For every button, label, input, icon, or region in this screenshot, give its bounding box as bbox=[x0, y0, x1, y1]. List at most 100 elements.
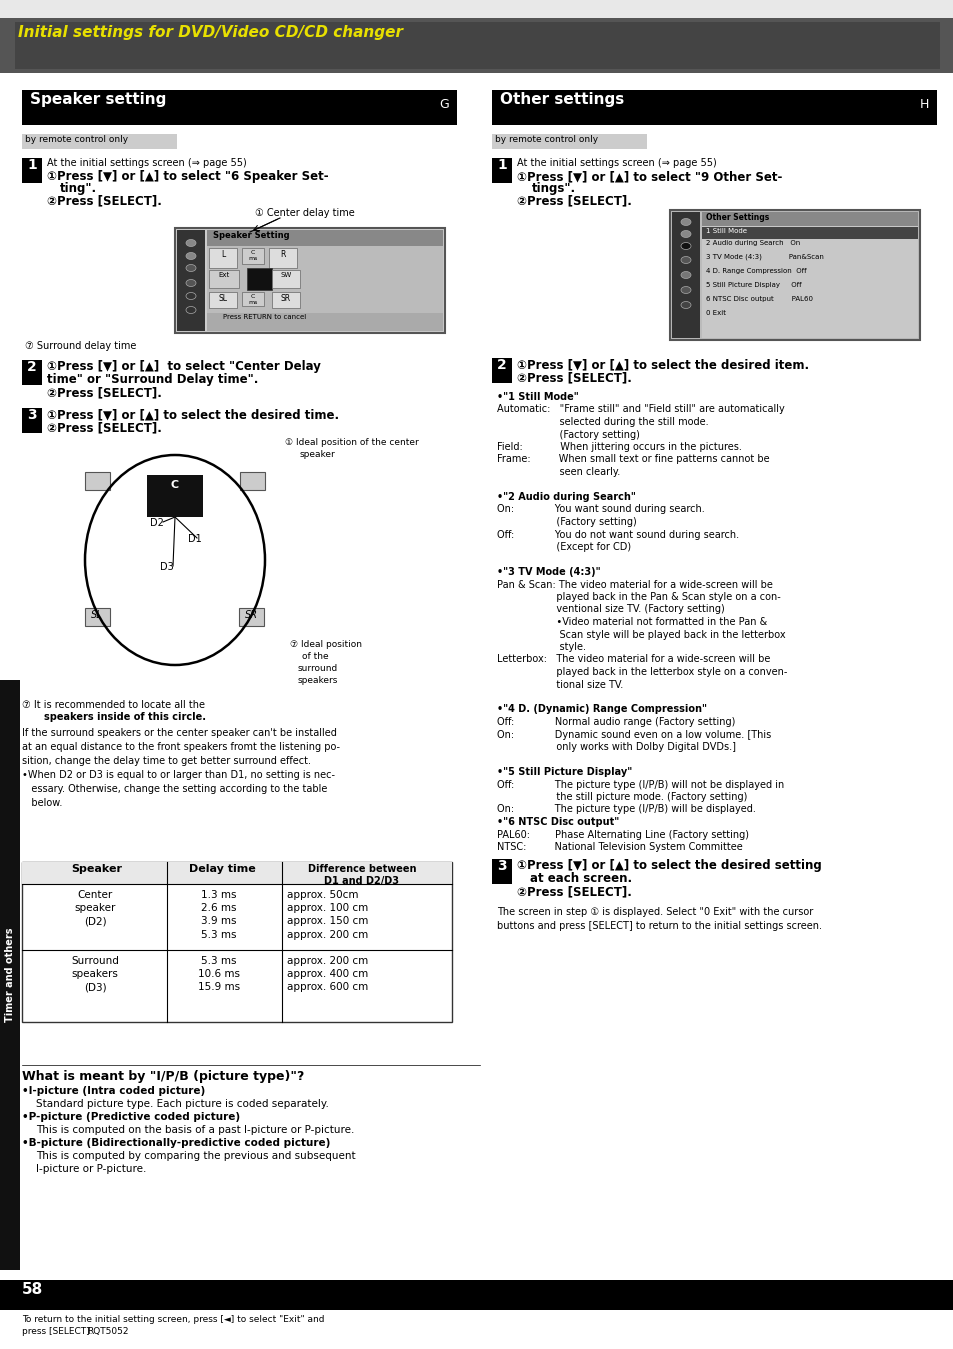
Text: ②Press [SELECT].: ②Press [SELECT]. bbox=[517, 885, 631, 898]
Text: 1.3 ms
2.6 ms
3.9 ms
5.3 ms: 1.3 ms 2.6 ms 3.9 ms 5.3 ms bbox=[201, 890, 236, 940]
Text: only works with Dolby Digital DVDs.]: only works with Dolby Digital DVDs.] bbox=[497, 742, 735, 751]
Text: ①Press [▼] or [▲]  to select "Center Delay: ①Press [▼] or [▲] to select "Center Dela… bbox=[47, 360, 320, 374]
Text: Other Settings: Other Settings bbox=[705, 213, 768, 223]
Text: played back in the Pan & Scan style on a con-: played back in the Pan & Scan style on a… bbox=[497, 592, 780, 602]
Bar bbox=[174, 228, 444, 333]
Bar bbox=[701, 212, 917, 339]
Text: Timer and others: Timer and others bbox=[5, 928, 15, 1023]
Bar bbox=[85, 608, 110, 626]
Text: RQT5052: RQT5052 bbox=[87, 1327, 129, 1336]
Bar bbox=[492, 134, 646, 148]
Text: H: H bbox=[919, 97, 928, 111]
Text: surround: surround bbox=[297, 664, 338, 673]
Bar bbox=[207, 313, 442, 331]
Text: ②Press [SELECT].: ②Press [SELECT]. bbox=[517, 371, 631, 384]
Text: speakers: speakers bbox=[297, 676, 338, 685]
Text: NTSC:         National Television System Committee: NTSC: National Television System Committ… bbox=[497, 842, 742, 853]
Text: Off:             You do not want sound during search.: Off: You do not want sound during search… bbox=[497, 530, 739, 540]
Bar bbox=[247, 268, 272, 290]
Text: The screen in step ① is displayed. Select "0 Exit" with the cursor
buttons and p: The screen in step ① is displayed. Selec… bbox=[497, 907, 821, 931]
Text: Speaker Setting: Speaker Setting bbox=[213, 231, 290, 240]
Bar bbox=[22, 862, 452, 1023]
Text: ②Press [SELECT].: ②Press [SELECT]. bbox=[47, 421, 162, 434]
Text: Pan & Scan: The video material for a wide-screen will be: Pan & Scan: The video material for a wid… bbox=[497, 580, 772, 590]
Bar bbox=[242, 291, 264, 306]
Bar bbox=[0, 18, 953, 73]
Text: ① Center delay time: ① Center delay time bbox=[254, 208, 355, 219]
Text: SW: SW bbox=[280, 272, 292, 278]
Text: R: R bbox=[280, 250, 285, 259]
Text: On:             You want sound during search.: On: You want sound during search. bbox=[497, 505, 704, 514]
Ellipse shape bbox=[186, 279, 195, 286]
Bar bbox=[0, 680, 20, 1269]
Text: SL: SL bbox=[91, 610, 103, 621]
Bar bbox=[671, 212, 700, 339]
Bar bbox=[207, 229, 442, 331]
Text: tings".: tings". bbox=[532, 182, 576, 196]
Text: style.: style. bbox=[497, 642, 585, 652]
Text: •P-picture (Predictive coded picture): •P-picture (Predictive coded picture) bbox=[22, 1112, 240, 1122]
Text: L: L bbox=[221, 250, 225, 259]
Ellipse shape bbox=[680, 243, 690, 250]
Bar bbox=[177, 229, 205, 331]
Text: 1: 1 bbox=[497, 158, 506, 173]
Text: ①Press [▼] or [▲] to select the desired item.: ①Press [▼] or [▲] to select the desired … bbox=[517, 357, 808, 371]
Bar bbox=[492, 357, 512, 383]
Text: If the surround speakers or the center speaker can't be installed
at an equal di: If the surround speakers or the center s… bbox=[22, 728, 339, 808]
Text: ventional size TV. (Factory setting): ventional size TV. (Factory setting) bbox=[497, 604, 724, 615]
Text: What is meant by "I/P/B (picture type)"?: What is meant by "I/P/B (picture type)"? bbox=[22, 1070, 304, 1083]
Text: ⑦ It is recommended to locate all the: ⑦ It is recommended to locate all the bbox=[22, 700, 205, 710]
Bar bbox=[701, 227, 917, 239]
Text: Initial settings for DVD/Video CD/CD changer: Initial settings for DVD/Video CD/CD cha… bbox=[18, 26, 402, 40]
Ellipse shape bbox=[186, 240, 195, 247]
Text: Letterbox:   The video material for a wide-screen will be: Letterbox: The video material for a wide… bbox=[497, 654, 770, 665]
Text: •"6 NTSC Disc output": •"6 NTSC Disc output" bbox=[497, 817, 618, 827]
Text: C
ms: C ms bbox=[248, 294, 257, 305]
Text: of the: of the bbox=[302, 652, 328, 661]
Bar bbox=[492, 158, 512, 183]
Text: Frame:         When small text or fine patterns cannot be: Frame: When small text or fine patterns … bbox=[497, 455, 769, 464]
Ellipse shape bbox=[680, 271, 690, 278]
Bar bbox=[240, 472, 265, 490]
Text: Speaker setting: Speaker setting bbox=[30, 92, 166, 107]
Bar bbox=[701, 212, 917, 227]
Bar bbox=[207, 229, 442, 246]
Text: (Factory setting): (Factory setting) bbox=[497, 517, 636, 527]
Text: 5 Still Picture Display     Off: 5 Still Picture Display Off bbox=[705, 282, 801, 287]
Ellipse shape bbox=[680, 219, 690, 225]
Text: •B-picture (Bidirectionally-predictive coded picture): •B-picture (Bidirectionally-predictive c… bbox=[22, 1139, 330, 1148]
Text: 0 Exit: 0 Exit bbox=[705, 310, 725, 316]
Text: Standard picture type. Each picture is coded separately.: Standard picture type. Each picture is c… bbox=[36, 1099, 329, 1109]
Text: On:             The picture type (I/P/B) will be displayed.: On: The picture type (I/P/B) will be dis… bbox=[497, 804, 755, 815]
Text: SR: SR bbox=[244, 610, 257, 621]
Text: ting".: ting". bbox=[60, 182, 97, 196]
Text: Surround
speakers
(D3): Surround speakers (D3) bbox=[71, 956, 119, 993]
Text: This is computed on the basis of a past I-picture or P-picture.: This is computed on the basis of a past … bbox=[36, 1125, 354, 1135]
Text: At the initial settings screen (⇒ page 55): At the initial settings screen (⇒ page 5… bbox=[47, 158, 247, 169]
Ellipse shape bbox=[186, 306, 195, 313]
Text: 2 Audio during Search   On: 2 Audio during Search On bbox=[705, 240, 800, 246]
Text: ① Ideal position of the center: ① Ideal position of the center bbox=[285, 438, 418, 447]
Text: Scan style will be played back in the letterbox: Scan style will be played back in the le… bbox=[497, 630, 785, 639]
Text: •"5 Still Picture Display": •"5 Still Picture Display" bbox=[497, 768, 632, 777]
Ellipse shape bbox=[680, 231, 690, 237]
Text: On:             Dynamic sound even on a low volume. [This: On: Dynamic sound even on a low volume. … bbox=[497, 730, 770, 739]
Text: Automatic:   "Frame still" and "Field still" are automatically: Automatic: "Frame still" and "Field stil… bbox=[497, 405, 784, 414]
Text: (Except for CD): (Except for CD) bbox=[497, 542, 631, 552]
Text: PAL60:        Phase Alternating Line (Factory setting): PAL60: Phase Alternating Line (Factory s… bbox=[497, 830, 748, 839]
Bar bbox=[272, 291, 299, 308]
Text: •I-picture (Intra coded picture): •I-picture (Intra coded picture) bbox=[22, 1086, 205, 1095]
Text: press [SELECT].: press [SELECT]. bbox=[22, 1327, 92, 1336]
Text: ②Press [SELECT].: ②Press [SELECT]. bbox=[47, 386, 162, 399]
Text: ①Press [▼] or [▲] to select the desired setting: ①Press [▼] or [▲] to select the desired … bbox=[517, 859, 821, 871]
Text: 2: 2 bbox=[497, 357, 506, 372]
Text: •"3 TV Mode (4:3)": •"3 TV Mode (4:3)" bbox=[497, 567, 600, 577]
Text: at each screen.: at each screen. bbox=[530, 871, 632, 885]
Text: 4 D. Range Compression  Off: 4 D. Range Compression Off bbox=[705, 268, 806, 274]
Text: C: C bbox=[171, 480, 179, 490]
Ellipse shape bbox=[680, 301, 690, 309]
Text: selected during the still mode.: selected during the still mode. bbox=[497, 417, 708, 428]
Text: ①Press [▼] or [▲] to select the desired time.: ①Press [▼] or [▲] to select the desired … bbox=[47, 407, 338, 421]
Text: (Factory setting): (Factory setting) bbox=[497, 429, 639, 440]
Text: 3: 3 bbox=[27, 407, 37, 422]
